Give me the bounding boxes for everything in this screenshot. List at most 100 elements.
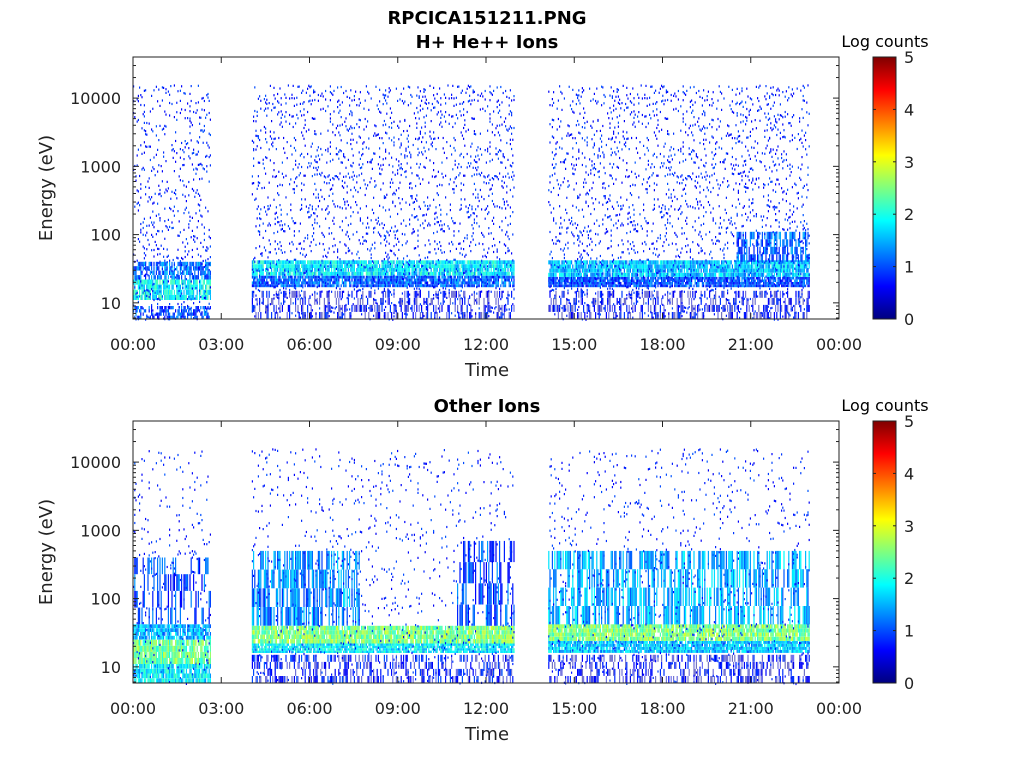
spectrogram-cell xyxy=(151,266,153,271)
spectrogram-cell xyxy=(157,263,159,266)
spectrogram-cell xyxy=(187,261,189,267)
spectrogram-cell xyxy=(549,268,551,273)
spectrogram-cell xyxy=(139,266,141,271)
spectrogram-cell xyxy=(475,160,477,163)
spectrogram-cell xyxy=(310,275,312,279)
spectrogram-cell xyxy=(193,302,195,305)
spectrogram-cell xyxy=(379,284,381,288)
spectrogram-cell xyxy=(482,260,484,265)
spectrogram-cell xyxy=(481,153,483,156)
spectrogram-cell xyxy=(472,232,474,235)
spectrogram-cell xyxy=(385,123,387,126)
spectrogram-cell xyxy=(146,279,148,285)
spectrogram-cell xyxy=(310,312,312,319)
spectrogram-cell xyxy=(273,271,275,276)
spectrogram-cell xyxy=(319,264,321,268)
spectrogram-cell xyxy=(417,281,419,285)
spectrogram-cell xyxy=(259,281,261,285)
spectrogram-cell xyxy=(461,278,463,282)
spectrogram-cell xyxy=(437,293,439,296)
spectrogram-cell xyxy=(315,278,317,282)
spectrogram-cell xyxy=(464,268,466,272)
spectrogram-cell xyxy=(370,290,372,298)
spectrogram-cell xyxy=(550,272,552,277)
spectrogram-cell xyxy=(367,284,369,288)
spectrogram-cell xyxy=(323,181,325,184)
spectrogram-cell xyxy=(393,144,395,147)
spectrogram-cell xyxy=(157,170,159,173)
spectrogram-cell xyxy=(311,205,313,208)
spectrogram-cell xyxy=(443,223,445,226)
spectrogram-cell xyxy=(291,312,293,315)
spectrogram-cell xyxy=(328,227,330,230)
spectrogram-cell xyxy=(473,281,475,285)
spectrogram-cell xyxy=(497,99,499,102)
spectrogram-cell xyxy=(549,272,551,277)
spectrogram-cell xyxy=(448,288,450,292)
spectrogram-cell xyxy=(370,281,372,285)
spectrogram-cell xyxy=(473,264,475,268)
spectrogram-cell xyxy=(352,171,354,174)
spectrogram-cell xyxy=(491,264,493,268)
spectrogram-cell xyxy=(356,181,358,184)
spectrogram-cell xyxy=(513,260,515,265)
spectrogram-cell xyxy=(419,312,421,319)
spectrogram-cell xyxy=(511,279,513,282)
spectrogram-cell xyxy=(182,312,184,316)
spectrogram-cell xyxy=(488,211,490,214)
spectrogram-cell xyxy=(139,240,141,243)
spectrogram-cell xyxy=(170,294,172,300)
spectrogram-cell xyxy=(454,275,456,278)
spectrogram-cell xyxy=(164,207,166,210)
spectrogram-cell xyxy=(292,264,294,268)
spectrogram-cell xyxy=(164,133,166,136)
spectrogram-cell xyxy=(175,189,177,192)
spectrogram-cell xyxy=(409,275,411,279)
spectrogram-cell xyxy=(169,259,171,262)
spectrogram-cell xyxy=(413,268,415,272)
spectrogram-cell xyxy=(382,93,384,96)
spectrogram-cell xyxy=(135,289,137,295)
spectrogram-cell xyxy=(338,275,340,279)
spectrogram-cell xyxy=(286,264,288,268)
spectrogram-cell xyxy=(502,268,504,272)
spectrogram-cell xyxy=(365,305,367,308)
spectrogram-cell xyxy=(496,106,498,109)
spectrogram-cell xyxy=(466,268,468,272)
spectrogram-cell xyxy=(505,166,507,169)
spectrogram-cell xyxy=(477,284,479,288)
spectrogram-cell xyxy=(313,238,315,241)
spectrogram-cell xyxy=(471,205,473,208)
spectrogram-cell xyxy=(251,139,253,142)
spectrogram-cell xyxy=(263,206,265,209)
spectrogram-cell xyxy=(161,180,163,183)
spectrogram-cell xyxy=(251,260,253,265)
spectrogram-cell xyxy=(363,260,365,265)
spectrogram-cell xyxy=(299,268,301,272)
spectrogram-cell xyxy=(463,271,465,275)
spectrogram-cell xyxy=(340,307,342,310)
spectrogram-cell xyxy=(460,297,462,300)
spectrogram-cell xyxy=(164,220,166,223)
spectrogram-cell xyxy=(423,214,425,217)
spectrogram-cell xyxy=(153,275,155,280)
spectrogram-cell xyxy=(181,279,183,285)
spectrogram-cell xyxy=(297,264,299,268)
spectrogram-cell xyxy=(158,294,160,300)
spectrogram-cell xyxy=(206,309,208,313)
spectrogram-cell xyxy=(453,104,455,107)
spectrogram-cell xyxy=(337,106,339,109)
spectrogram-cell xyxy=(279,204,281,207)
spectrogram-cell xyxy=(459,110,461,113)
spectrogram-cell xyxy=(322,233,324,236)
spectrogram-cell xyxy=(350,281,352,285)
spectrogram-cell xyxy=(359,157,361,160)
spectrogram-cell xyxy=(479,312,481,319)
spectrogram-cell xyxy=(464,260,466,265)
spectrogram-cell xyxy=(171,190,173,193)
spectrogram-cell xyxy=(302,268,304,272)
spectrogram-cell xyxy=(433,94,435,97)
spectrogram-cell xyxy=(481,92,483,95)
spectrogram-cell xyxy=(200,284,202,290)
spectrogram-cell xyxy=(337,250,339,253)
